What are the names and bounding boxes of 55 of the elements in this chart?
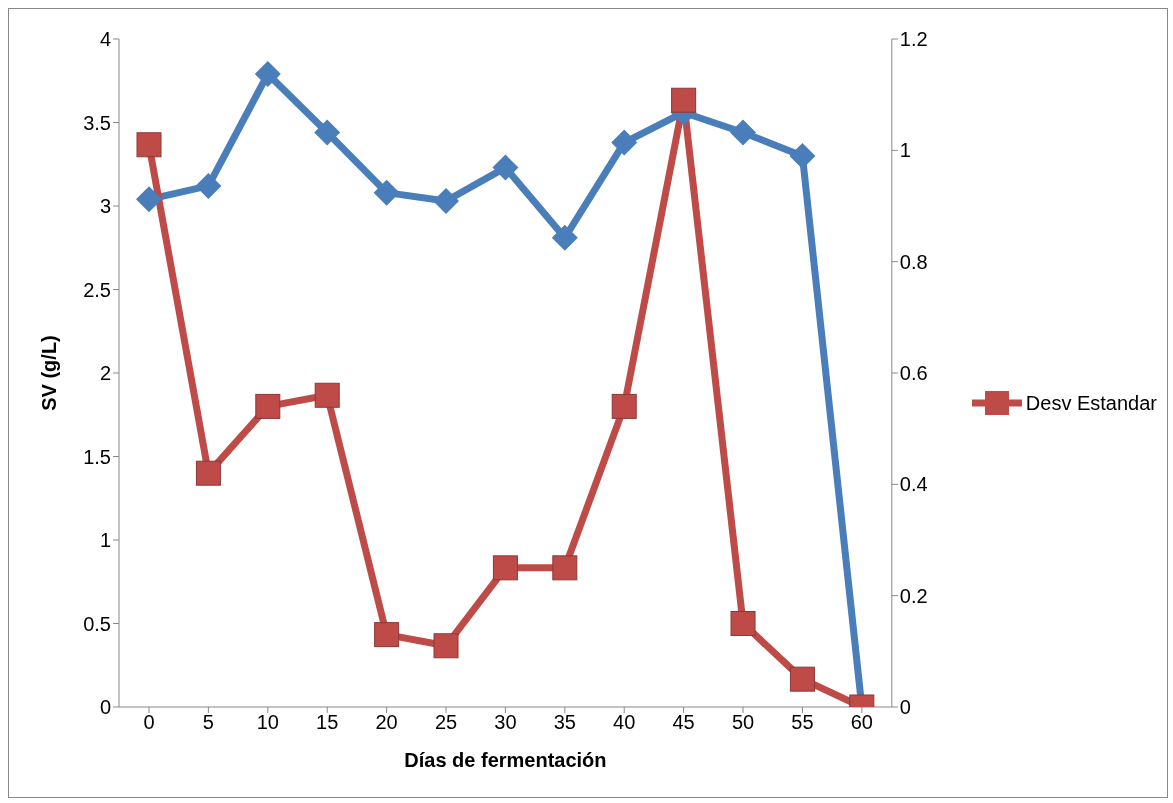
y2-tick-label: 0.8	[899, 250, 928, 273]
point	[314, 382, 340, 408]
point	[789, 142, 816, 169]
point	[136, 132, 162, 158]
point	[433, 187, 460, 214]
point	[552, 555, 578, 581]
y2-tick-label: 0.6	[899, 362, 928, 385]
point	[611, 129, 638, 156]
point	[492, 555, 518, 581]
y2-tick-label: 1	[899, 139, 911, 162]
y-tick-label: 4	[99, 28, 111, 51]
y2-tick-label: 0.2	[899, 584, 928, 607]
point	[611, 393, 637, 419]
y2-tick-label: 1.2	[899, 28, 928, 51]
y2-tick-label: 0	[899, 696, 911, 719]
x-tick-label: 15	[316, 711, 339, 734]
y-tick-label: 3.5	[83, 111, 111, 134]
point	[730, 119, 757, 146]
legend-label: Desv Estandar	[1025, 391, 1157, 415]
point	[314, 119, 341, 146]
x-tick-label: 40	[613, 711, 636, 734]
x-tick-label: 55	[791, 711, 814, 734]
point	[195, 172, 222, 199]
point	[195, 460, 221, 486]
y-tick-label: 1.5	[83, 445, 111, 468]
point	[789, 666, 815, 692]
y-tick-label: 2.5	[83, 278, 111, 301]
y-tick-label: 2	[99, 362, 111, 385]
point	[433, 633, 459, 659]
x-tick-label: 25	[434, 711, 458, 734]
y-tick-label: 3	[99, 195, 111, 218]
x-tick-label: 5	[202, 711, 214, 734]
x-tick-label: 60	[850, 711, 873, 734]
point	[254, 61, 281, 88]
point	[255, 393, 281, 419]
point	[492, 154, 519, 181]
y-tick-label: 0.5	[83, 612, 111, 635]
x-tick-label: 30	[494, 711, 517, 734]
x-axis-title: Días de fermentación	[404, 749, 607, 771]
y-axis-title: SV (g/L)	[38, 335, 61, 411]
point	[730, 611, 756, 636]
y2-tick-label: 0.4	[899, 473, 928, 496]
point	[373, 179, 400, 206]
x-tick-label: 45	[672, 711, 695, 734]
x-tick-label: 50	[731, 711, 755, 734]
x-tick-label: 20	[375, 711, 398, 734]
point	[551, 224, 578, 251]
y-tick-label: 1	[99, 529, 111, 552]
point	[136, 186, 162, 213]
x-tick-label: 35	[553, 711, 576, 734]
point	[671, 87, 697, 113]
x-tick-label: 10	[256, 711, 279, 734]
y-tick-label: 0	[99, 696, 111, 719]
x-tick-label: 0	[143, 711, 155, 734]
point	[374, 622, 400, 648]
